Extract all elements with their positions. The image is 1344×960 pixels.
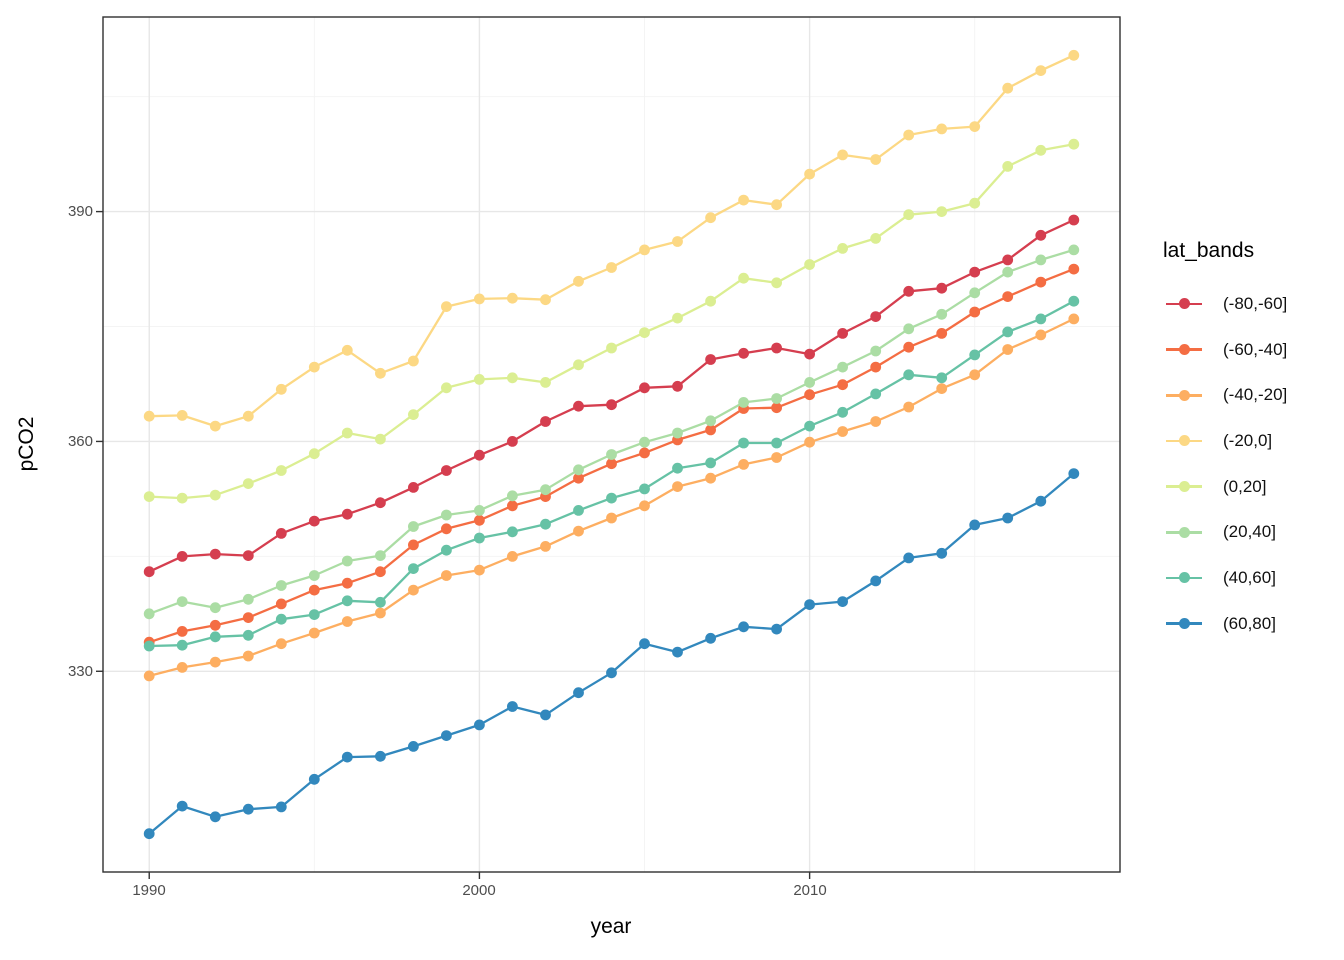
x-tick-label-2000: 2000 — [462, 882, 496, 899]
legend-item-label: (-40,-20] — [1223, 385, 1288, 405]
legend-item: (0,20] — [1166, 464, 1287, 510]
legend-item-label: (-60,-40] — [1223, 339, 1288, 359]
legend-item: (60,80] — [1166, 601, 1287, 647]
legend-item: (-20,0] — [1166, 418, 1287, 464]
legend-key-line-dot-icon — [1166, 601, 1202, 647]
legend-title: lat_bands — [1163, 239, 1255, 262]
x-tick-label-2010: 2010 — [793, 882, 827, 899]
y-tick-label-390: 390 — [67, 203, 93, 220]
legend-key-line-dot-icon — [1166, 372, 1202, 418]
y-axis-title: pCO2 — [15, 416, 38, 472]
x-axis-title: year — [590, 915, 632, 938]
legend-item: (40,60] — [1166, 555, 1287, 601]
y-tick-label-330: 330 — [67, 663, 93, 680]
legend: (-80,-60] (-60,-40] (-40,-20] (-20,0] (0… — [1166, 281, 1287, 647]
legend-key-line-dot-icon — [1166, 464, 1202, 510]
legend-key-line-dot-icon — [1166, 509, 1202, 555]
legend-key-line-dot-icon — [1166, 327, 1202, 373]
legend-item: (-40,-20] — [1166, 372, 1287, 418]
legend-item: (-60,-40] — [1166, 327, 1287, 373]
legend-item-label: (-20,0] — [1223, 430, 1273, 450]
legend-item-label: (20,40] — [1223, 522, 1276, 542]
legend-key-line-dot-icon — [1166, 418, 1202, 464]
legend-item: (-80,-60] — [1166, 281, 1287, 327]
legend-item-label: (-80,-60] — [1223, 293, 1288, 313]
x-tick-label-1990: 1990 — [132, 882, 166, 899]
legend-item-label: (60,80] — [1223, 613, 1276, 633]
legend-item-label: (40,60] — [1223, 567, 1276, 587]
legend-key-line-dot-icon — [1166, 555, 1202, 601]
legend-key-line-dot-icon — [1166, 281, 1202, 327]
legend-item: (20,40] — [1166, 509, 1287, 555]
y-tick-label-360: 360 — [67, 433, 93, 450]
legend-item-label: (0,20] — [1223, 476, 1267, 496]
